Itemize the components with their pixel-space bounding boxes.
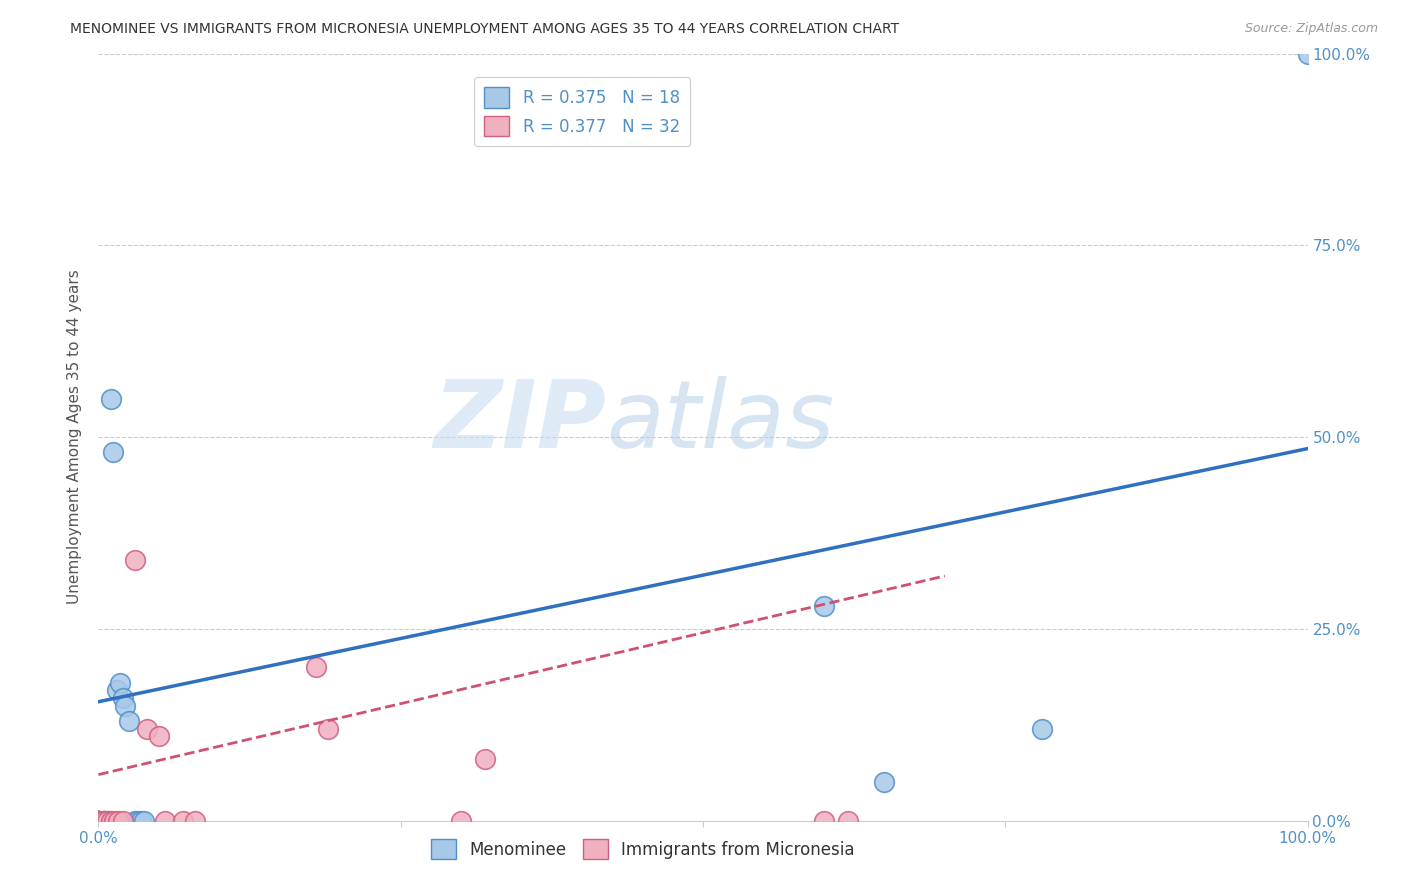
Point <box>111 690 134 705</box>
Point <box>305 660 328 674</box>
Point <box>172 814 194 828</box>
Point <box>153 814 176 828</box>
Point <box>129 814 152 828</box>
Point <box>813 599 835 613</box>
Point <box>100 814 122 828</box>
Y-axis label: Unemployment Among Ages 35 to 44 years: Unemployment Among Ages 35 to 44 years <box>67 269 83 605</box>
Point <box>118 714 141 728</box>
Point <box>87 814 110 828</box>
Point <box>837 814 859 828</box>
Point <box>91 814 114 828</box>
Point <box>87 814 110 828</box>
Point <box>124 814 146 828</box>
Point <box>107 814 129 828</box>
Point <box>97 814 120 828</box>
Point <box>87 814 110 828</box>
Point <box>1296 46 1319 61</box>
Point <box>87 814 110 828</box>
Point <box>873 775 896 789</box>
Point <box>87 814 110 828</box>
Point <box>813 814 835 828</box>
Point <box>111 814 134 828</box>
Point <box>105 683 128 698</box>
Point <box>93 814 115 828</box>
Point <box>1031 722 1053 736</box>
Point <box>87 814 110 828</box>
Point <box>93 814 115 828</box>
Point <box>87 814 110 828</box>
Point <box>103 814 125 828</box>
Point <box>93 814 115 828</box>
Point <box>101 445 124 459</box>
Point <box>108 675 131 690</box>
Point <box>87 814 110 828</box>
Point <box>96 814 118 828</box>
Point <box>87 814 110 828</box>
Point <box>114 698 136 713</box>
Legend: Menominee, Immigrants from Micronesia: Menominee, Immigrants from Micronesia <box>423 832 862 866</box>
Point <box>184 814 207 828</box>
Point <box>124 553 146 567</box>
Point <box>134 814 156 828</box>
Point <box>127 814 149 828</box>
Text: Source: ZipAtlas.com: Source: ZipAtlas.com <box>1244 22 1378 36</box>
Point <box>87 814 110 828</box>
Point <box>87 814 110 828</box>
Point <box>450 814 472 828</box>
Point <box>148 729 170 743</box>
Point <box>100 392 122 406</box>
Text: ZIP: ZIP <box>433 376 606 467</box>
Text: atlas: atlas <box>606 376 835 467</box>
Point <box>87 814 110 828</box>
Point <box>87 814 110 828</box>
Point <box>474 752 496 766</box>
Point <box>316 722 339 736</box>
Text: MENOMINEE VS IMMIGRANTS FROM MICRONESIA UNEMPLOYMENT AMONG AGES 35 TO 44 YEARS C: MENOMINEE VS IMMIGRANTS FROM MICRONESIA … <box>70 22 900 37</box>
Point <box>135 722 157 736</box>
